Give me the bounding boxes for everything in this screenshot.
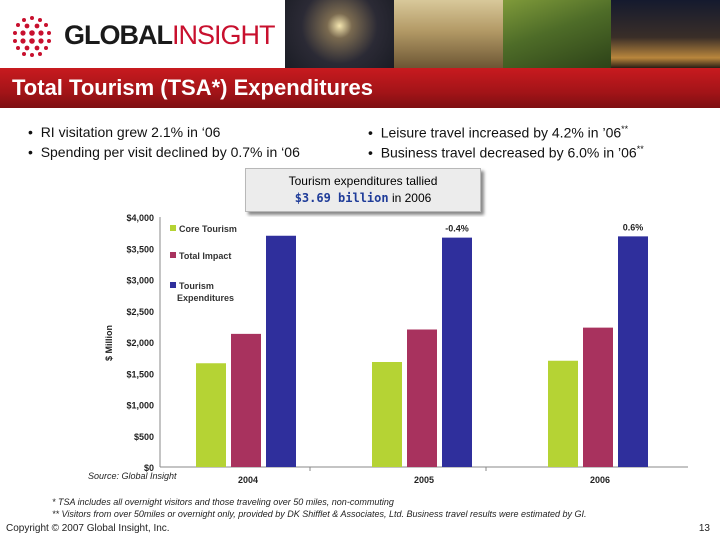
bar-2006-series-1: [548, 360, 578, 467]
legend-label-2: Total Impact: [179, 251, 231, 261]
callout-line2: $3.69 billion in 2006: [246, 190, 480, 207]
globe-dots-icon: [13, 16, 51, 57]
legend-label-3-line2: Expenditures: [177, 293, 234, 303]
bullet-right-1-sup: **: [621, 124, 629, 134]
legend-swatch-1: [170, 225, 176, 231]
y-tick-label: $3,500: [126, 244, 154, 254]
legend-label-3-line1: Tourism: [179, 281, 214, 291]
bullet-left-1: • RI visitation grew 2.1% in ‘06: [28, 124, 221, 140]
x-tick-label: 2004: [238, 475, 258, 485]
bar-chart: $0 $500 $1,000 $1,500 $2,000 $2,500 $3,000 $3,5…: [104, 213, 688, 485]
brand-name-part1: GLOBAL: [64, 20, 173, 50]
y-tick-label: $2,500: [126, 307, 154, 317]
legend-swatch-3: [170, 282, 176, 288]
x-tick-label: 2006: [590, 475, 610, 485]
y-tick-label: $3,000: [126, 276, 154, 286]
page-title: Total Tourism (TSA*) Expenditures: [12, 75, 373, 100]
source-note: Source: Global Insight: [88, 471, 177, 481]
bullet-right-2-sup: **: [636, 144, 644, 154]
footnote-2: ** Visitors from over 50miles or overnig…: [52, 509, 587, 519]
callout-amount: $3.69 billion: [294, 191, 389, 205]
y-tick-label: $2,000: [126, 338, 154, 348]
bullet-right-1-text: Leisure travel increased by 4.2% in ’06: [380, 124, 622, 141]
bullet-left-2-text: Spending per visit declined by 0.7% in ‘…: [40, 144, 300, 160]
data-annotation: 0.6%: [623, 222, 644, 232]
y-tick-label: $0: [144, 463, 154, 473]
bullet-left-1-text: RI visitation grew 2.1% in ‘06: [40, 124, 221, 140]
copyright: Copyright © 2007 Global Insight, Inc.: [6, 523, 170, 534]
page-number: 13: [698, 523, 710, 534]
bar-2005-series-1: [372, 362, 402, 467]
callout-suffix: in 2006: [388, 191, 432, 205]
y-tick-label: $4,000: [126, 213, 154, 223]
x-tick-label: 2005: [414, 475, 434, 485]
bar-2004-series-1: [196, 363, 226, 467]
ballroom-photo: [393, 0, 503, 68]
bar-2006-series-3: [618, 236, 648, 467]
bar-2004-series-2: [231, 333, 261, 467]
y-tick-label: $500: [134, 432, 154, 442]
bullet-right-2-text: Business travel decreased by 6.0% in ’06: [380, 144, 637, 161]
bar-2004-series-3: [266, 235, 296, 467]
data-annotation: -0.4%: [445, 224, 469, 234]
bar-2005-series-2: [407, 329, 437, 467]
y-tick-label: $1,000: [126, 401, 154, 411]
garden-photo: [502, 0, 612, 68]
bar-2005-series-3: [442, 237, 472, 467]
bullet-right-2: • Business travel decreased by 6.0% in ’…: [368, 144, 644, 161]
city-night-photo: [611, 0, 720, 68]
lighthouse-photo: [285, 0, 394, 68]
header: GLOBALINSIGHT: [0, 0, 720, 68]
bullet-right-1: • Leisure travel increased by 4.2% in ’0…: [368, 124, 629, 141]
y-axis-label: $ Million: [104, 325, 114, 361]
brand-logo: GLOBALINSIGHT: [64, 20, 276, 51]
y-tick-label: $1,500: [126, 369, 154, 379]
footnote-1: * TSA includes all overnight visitors an…: [52, 497, 394, 507]
header-photo-strip: [285, 0, 720, 68]
legend-label-1: Core Tourism: [179, 224, 237, 234]
brand-name-part2: INSIGHT: [172, 20, 276, 50]
bar-2006-series-2: [583, 327, 613, 467]
bullet-left-2: • Spending per visit declined by 0.7% in…: [28, 144, 300, 160]
title-bar: [0, 68, 720, 108]
callout-box: Tourism expenditures tallied $3.69 billi…: [245, 168, 481, 212]
legend-swatch-2: [170, 252, 176, 258]
callout-line1: Tourism expenditures tallied: [288, 174, 438, 188]
